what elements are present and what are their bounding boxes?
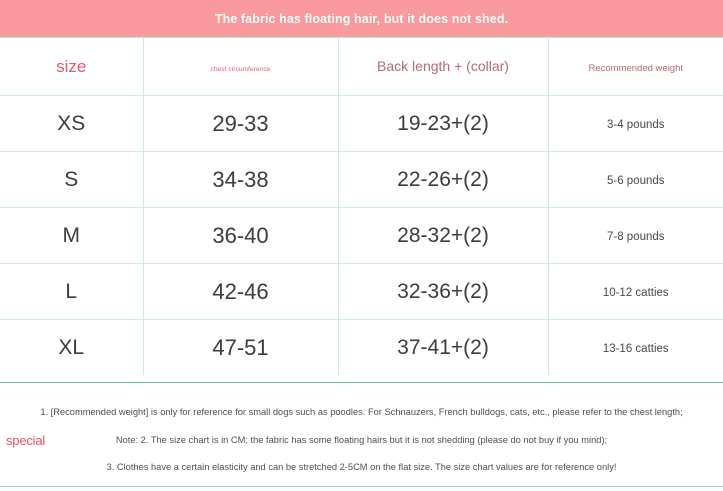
cell-weight: 7-8 pounds [548,207,723,264]
cell-back: 32-36+(2) [338,263,549,320]
value-size: M [62,223,81,247]
cell-size: L [0,263,144,320]
cell-size: S [0,151,144,208]
size-chart-table: size chest circumference Back length + (… [0,38,723,375]
value-back: 28-32+(2) [397,223,489,247]
footnotes-section: 1. [Recommended weight] is only for refe… [0,383,723,487]
value-back: 32-36+(2) [397,279,489,303]
cell-chest: 29-33 [143,95,339,152]
cell-back: 19-23+(2) [338,95,549,152]
value-size: XL [58,335,85,359]
special-label: special [6,433,46,448]
cell-size: M [0,207,144,264]
value-weight: 10-12 catties [602,286,669,299]
value-weight: 7-8 pounds [606,230,665,243]
value-size: L [65,279,78,303]
cell-chest: 42-46 [143,263,339,320]
value-chest: 36-40 [212,222,269,248]
value-weight: 13-16 catties [602,342,669,355]
value-chest: 29-33 [212,110,269,136]
header-label-back: Back length + (collar) [377,57,509,74]
promo-banner: The fabric has floating hair, but it doe… [0,0,723,37]
footnote-line-3: 3. Clothes have a certain elasticity and… [106,462,617,472]
cell-chest: 36-40 [143,207,339,264]
value-chest: 47-51 [212,334,269,360]
cell-weight: 3-4 pounds [548,95,723,152]
header-label-chest: chest circumference [210,65,271,73]
cell-weight: 10-12 catties [548,263,723,320]
footnote-line-1: 1. [Recommended weight] is only for refe… [40,407,683,417]
value-weight: 5-6 pounds [606,174,665,187]
cell-size: XS [0,95,144,152]
value-size: XS [57,111,86,135]
cell-back: 22-26+(2) [338,151,549,208]
cell-weight: 5-6 pounds [548,151,723,208]
cell-size: XL [0,319,144,375]
cell-chest: 34-38 [143,151,339,208]
value-back: 22-26+(2) [397,167,489,191]
table-row: M 36-40 28-32+(2) 7-8 pounds [0,207,723,264]
value-chest: 42-46 [212,278,269,304]
cell-back: 37-41+(2) [338,319,549,375]
value-back: 19-23+(2) [397,111,489,135]
value-chest: 34-38 [212,166,269,192]
table-header-row: size chest circumference Back length + (… [0,38,723,96]
promo-banner-text: The fabric has floating hair, but it doe… [214,11,509,26]
footnote-line-2: Note: 2. The size chart is in CM; the fa… [115,435,608,445]
value-size: S [64,167,79,191]
value-weight: 3-4 pounds [606,118,665,131]
header-cell-size: size [0,38,144,96]
header-label-size: size [56,56,87,76]
header-cell-chest: chest circumference [143,38,339,96]
cell-back: 28-32+(2) [338,207,549,264]
size-chart-container: size chest circumference Back length + (… [0,37,723,383]
table-row: S 34-38 22-26+(2) 5-6 pounds [0,151,723,208]
header-cell-weight: Recommended weight [548,38,723,96]
cell-chest: 47-51 [143,319,339,375]
table-row: XL 47-51 37-41+(2) 13-16 catties [0,319,723,375]
table-row: XS 29-33 19-23+(2) 3-4 pounds [0,95,723,152]
header-cell-back: Back length + (collar) [338,38,549,96]
header-label-weight: Recommended weight [588,62,684,74]
table-row: L 42-46 32-36+(2) 10-12 catties [0,263,723,320]
cell-weight: 13-16 catties [548,319,723,375]
value-back: 37-41+(2) [397,335,489,359]
